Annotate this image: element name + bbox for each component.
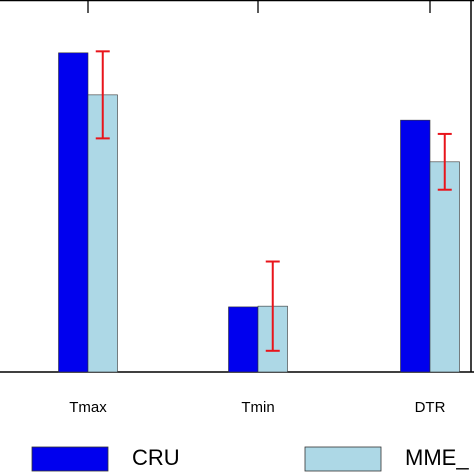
bar bbox=[58, 52, 89, 373]
legend-swatch bbox=[31, 446, 109, 472]
x-tick-label: Tmin bbox=[241, 399, 274, 416]
error-bar bbox=[265, 260, 280, 352]
bar bbox=[400, 119, 431, 373]
error-bar bbox=[437, 132, 452, 191]
x-tick-label: Tmax bbox=[69, 399, 107, 416]
bar bbox=[228, 306, 259, 373]
legend-label: CRU bbox=[132, 445, 180, 470]
error-bar bbox=[95, 50, 110, 140]
bar bbox=[87, 94, 118, 373]
bar bbox=[429, 161, 460, 373]
legend-label: MME_ bbox=[405, 445, 469, 470]
legend-swatch bbox=[304, 446, 382, 472]
x-tick-label: DTR bbox=[415, 399, 446, 416]
